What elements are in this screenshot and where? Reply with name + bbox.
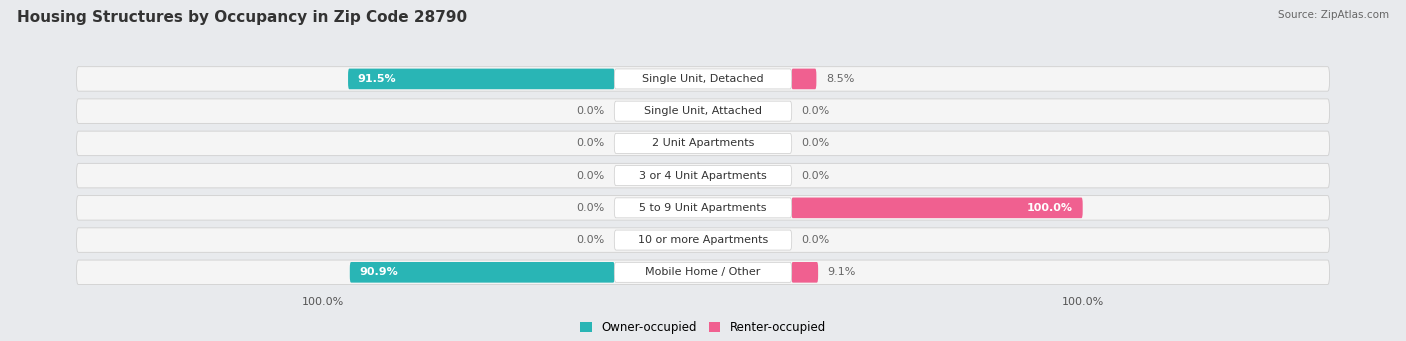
FancyBboxPatch shape (614, 230, 792, 250)
Text: 9.1%: 9.1% (828, 267, 856, 277)
FancyBboxPatch shape (349, 69, 614, 89)
Text: 0.0%: 0.0% (576, 138, 605, 148)
Text: 3 or 4 Unit Apartments: 3 or 4 Unit Apartments (640, 170, 766, 181)
Text: 0.0%: 0.0% (576, 170, 605, 181)
Text: 91.5%: 91.5% (357, 74, 396, 84)
Legend: Owner-occupied, Renter-occupied: Owner-occupied, Renter-occupied (575, 317, 831, 339)
Text: 0.0%: 0.0% (801, 235, 830, 245)
Text: 0.0%: 0.0% (576, 106, 605, 116)
FancyBboxPatch shape (76, 260, 1330, 284)
Text: Mobile Home / Other: Mobile Home / Other (645, 267, 761, 277)
FancyBboxPatch shape (76, 196, 1330, 220)
Text: 0.0%: 0.0% (801, 106, 830, 116)
FancyBboxPatch shape (76, 131, 1330, 155)
Text: 0.0%: 0.0% (801, 138, 830, 148)
FancyBboxPatch shape (614, 101, 792, 121)
Text: 8.5%: 8.5% (825, 74, 855, 84)
Text: 10 or more Apartments: 10 or more Apartments (638, 235, 768, 245)
FancyBboxPatch shape (76, 99, 1330, 123)
FancyBboxPatch shape (614, 133, 792, 153)
FancyBboxPatch shape (614, 198, 792, 218)
FancyBboxPatch shape (792, 69, 817, 89)
Text: 0.0%: 0.0% (576, 203, 605, 213)
FancyBboxPatch shape (614, 262, 792, 282)
FancyBboxPatch shape (614, 69, 792, 89)
Text: 90.9%: 90.9% (360, 267, 398, 277)
FancyBboxPatch shape (792, 262, 818, 283)
Text: Single Unit, Attached: Single Unit, Attached (644, 106, 762, 116)
FancyBboxPatch shape (76, 67, 1330, 91)
Text: 0.0%: 0.0% (801, 170, 830, 181)
Text: Single Unit, Detached: Single Unit, Detached (643, 74, 763, 84)
Text: Source: ZipAtlas.com: Source: ZipAtlas.com (1278, 10, 1389, 20)
FancyBboxPatch shape (350, 262, 614, 283)
FancyBboxPatch shape (792, 197, 1083, 218)
FancyBboxPatch shape (614, 166, 792, 186)
Text: Housing Structures by Occupancy in Zip Code 28790: Housing Structures by Occupancy in Zip C… (17, 10, 467, 25)
FancyBboxPatch shape (76, 228, 1330, 252)
FancyBboxPatch shape (76, 163, 1330, 188)
Text: 0.0%: 0.0% (576, 235, 605, 245)
Text: 2 Unit Apartments: 2 Unit Apartments (652, 138, 754, 148)
Text: 5 to 9 Unit Apartments: 5 to 9 Unit Apartments (640, 203, 766, 213)
Text: 100.0%: 100.0% (1028, 203, 1073, 213)
